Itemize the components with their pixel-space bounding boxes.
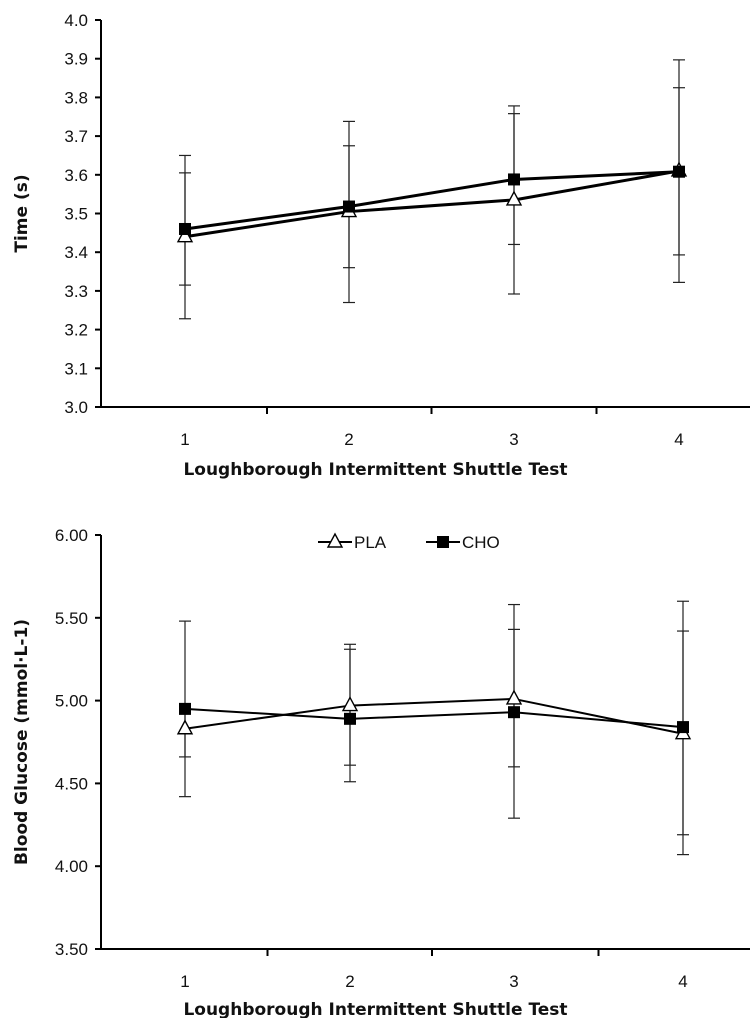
legend-marker-triangle (326, 532, 344, 548)
legend-label: PLA (354, 533, 387, 552)
y-tick-label: 3.7 (64, 127, 88, 146)
legend-marker-square (437, 536, 449, 548)
legend-label: CHO (462, 533, 500, 552)
y-tick-label: 6.00 (55, 526, 88, 545)
y-tick-label: 3.0 (64, 398, 88, 417)
data-point-square (673, 165, 685, 178)
x-axis-title: Loughborough Intermittent Shuttle Test (183, 460, 567, 480)
series-line (184, 170, 680, 231)
x-tick-label: 3 (509, 972, 518, 991)
data-point-square (677, 721, 689, 734)
x-axis-title: Loughborough Intermittent Shuttle Test (183, 1000, 567, 1018)
y-axis-title: Time (s) (12, 174, 32, 252)
data-point-triangle (505, 689, 523, 705)
y-tick-label: 3.50 (55, 940, 88, 959)
y-tick-label: 4.00 (55, 857, 88, 876)
x-tick-label: 1 (180, 430, 189, 449)
x-tick-label: 3 (509, 430, 518, 449)
data-point-square (179, 222, 191, 235)
y-axis-title: Blood Glucose (mmol·L-1) (12, 619, 32, 865)
data-point-square (508, 706, 520, 719)
series-line (184, 697, 684, 735)
data-point-square (344, 712, 356, 725)
time-chart: 3.0 3.1 3.2 3.3 3.4 3.5 3.6 3.7 3.8 3.9 4.0 1 2 3 4 Lou… (12, 11, 750, 480)
y-tick-label: 4.50 (55, 774, 88, 793)
blood-glucose-chart: 3.50 4.00 4.50 5.00 5.50 6.00 1 2 3 4 Loughborough… (12, 526, 750, 1018)
y-tick-label: 3.6 (64, 166, 88, 185)
data-point-triangle (505, 190, 523, 206)
y-tick-label: 3.9 (64, 50, 88, 69)
y-tick-label: 4.0 (64, 11, 88, 30)
x-tick-label: 4 (678, 972, 687, 991)
series-line (184, 707, 684, 729)
data-point-square (179, 702, 191, 715)
data-point-triangle (341, 696, 359, 712)
x-tick-label: 2 (345, 972, 354, 991)
y-tick-label: 3.3 (64, 282, 88, 301)
series-line (184, 169, 680, 239)
data-point-triangle (176, 227, 194, 243)
data-point-square (343, 200, 355, 213)
x-tick-label: 1 (180, 972, 189, 991)
x-tick-label: 4 (674, 430, 683, 449)
y-tick-label: 3.5 (64, 205, 88, 224)
y-tick-label: 3.1 (64, 359, 88, 378)
y-tick-label: 5.50 (55, 609, 88, 628)
x-tick-label: 2 (344, 430, 353, 449)
y-tick-label: 3.8 (64, 88, 88, 107)
data-point-square (508, 173, 520, 186)
y-tick-label: 3.4 (64, 243, 88, 262)
data-point-triangle (176, 719, 194, 735)
y-tick-label: 3.2 (64, 321, 88, 340)
y-tick-label: 5.00 (55, 692, 88, 711)
